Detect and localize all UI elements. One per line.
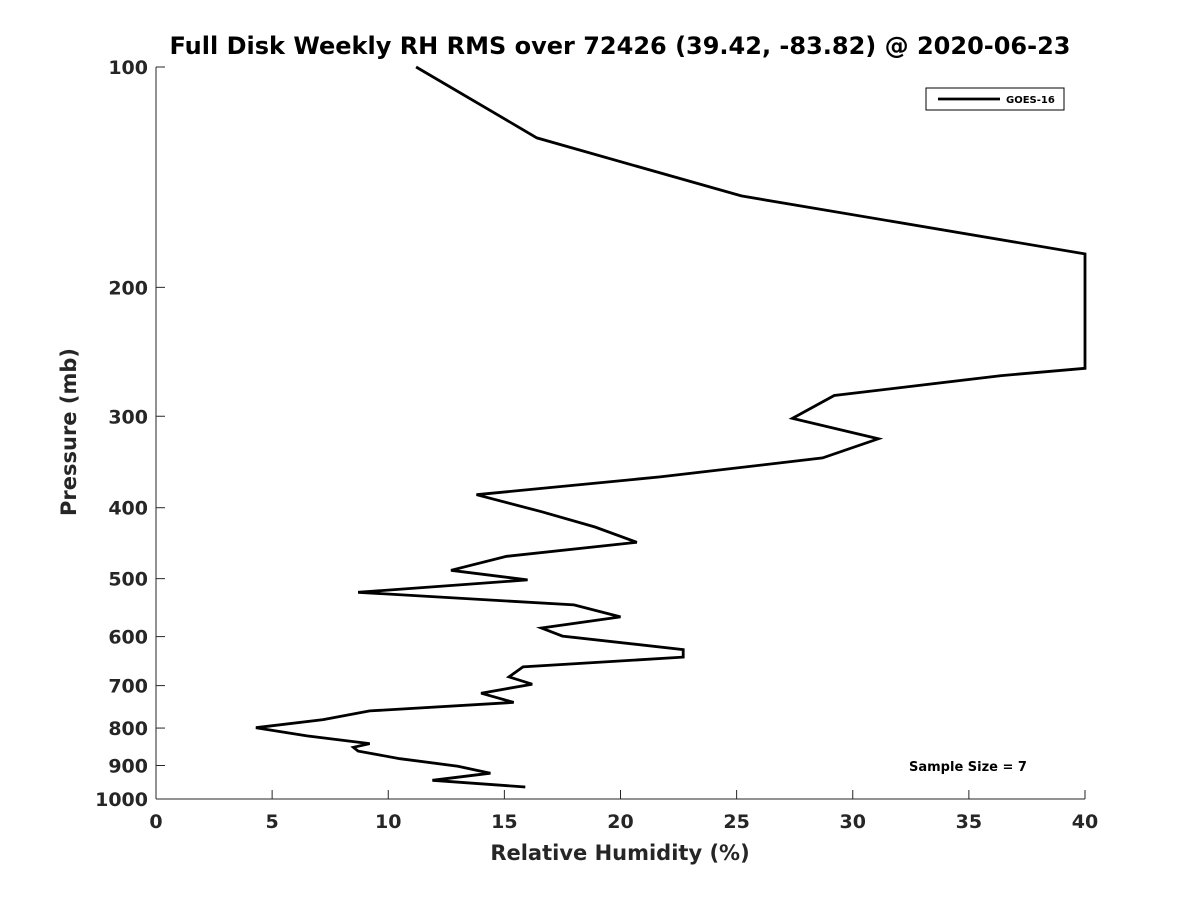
- x-tick-label: 20: [607, 811, 633, 833]
- x-axis-label: Relative Humidity (%): [490, 841, 749, 865]
- x-tick-label: 25: [723, 811, 749, 833]
- legend-label-goes-16: GOES-16: [1006, 95, 1055, 106]
- y-tick-label: 600: [108, 627, 148, 649]
- x-tick-label: 5: [266, 811, 279, 833]
- y-tick-label: 200: [108, 277, 148, 299]
- sample-size-annotation: Sample Size = 7: [909, 760, 1027, 775]
- series-line-goes-16: [255, 65, 1087, 789]
- chart-title: Full Disk Weekly RH RMS over 72426 (39.4…: [169, 32, 1070, 60]
- y-tick-label: 100: [108, 57, 148, 79]
- y-ticks: 100 200 300 400 500 600 700 800 900 1000: [95, 57, 165, 811]
- y-tick-label: 400: [108, 498, 148, 520]
- x-tick-label: 40: [1072, 811, 1098, 833]
- x-tick-label: 35: [956, 811, 982, 833]
- x-ticks: 0 5 10 15 20 25 30 35 40: [149, 790, 1098, 833]
- y-tick-label: 700: [108, 676, 148, 698]
- axes: [155, 67, 1085, 800]
- legend: GOES-16: [925, 87, 1065, 111]
- series-layer: [255, 65, 1087, 789]
- y-tick-label: 800: [108, 718, 148, 740]
- y-tick-label: 1000: [95, 789, 148, 811]
- y-tick-label: 900: [108, 756, 148, 778]
- x-tick-label: 10: [375, 811, 401, 833]
- x-tick-label: 0: [149, 811, 162, 833]
- x-tick-label: 15: [491, 811, 517, 833]
- y-axis-label: Pressure (mb): [57, 348, 81, 516]
- x-tick-label: 30: [840, 811, 866, 833]
- y-tick-label: 500: [108, 569, 148, 591]
- y-tick-label: 300: [108, 406, 148, 428]
